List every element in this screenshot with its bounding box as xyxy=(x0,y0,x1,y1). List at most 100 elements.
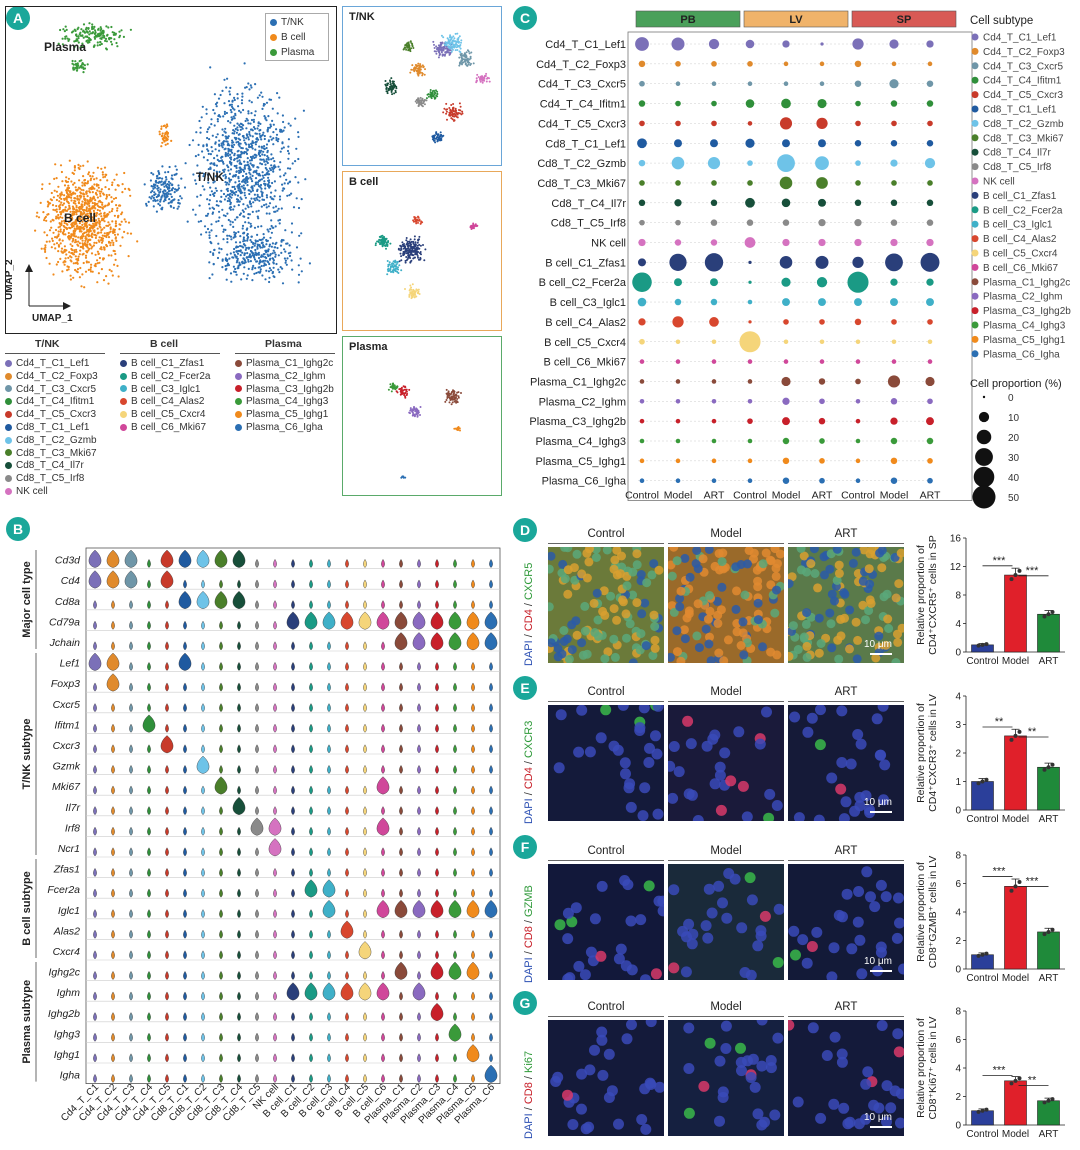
umap-axis-y: UMAP_2 xyxy=(4,259,15,300)
violin-shape xyxy=(453,929,457,939)
cell-nucleus xyxy=(753,598,763,608)
dot xyxy=(890,417,898,425)
violin-shape xyxy=(399,806,403,816)
main-legend-item: B cell xyxy=(270,32,305,43)
violin-shape xyxy=(430,1003,444,1022)
micrograph-art: 10 μm xyxy=(788,547,904,663)
cell-nucleus xyxy=(771,571,781,581)
cell-nucleus xyxy=(622,581,632,591)
micro-header: Control xyxy=(587,1001,625,1013)
bar-y-tick-label: 4 xyxy=(955,908,961,919)
violin-shape xyxy=(309,723,313,733)
violin-shape xyxy=(453,744,457,754)
legend-label: B cell_C1_Zfas1 xyxy=(983,191,1057,202)
legend-label: Cd8_T_C4_Il7r xyxy=(983,148,1051,159)
violin-shape xyxy=(453,600,457,610)
violin-shape xyxy=(255,703,259,713)
violin-shape xyxy=(219,723,223,733)
violin-shape xyxy=(255,1073,259,1083)
bar-point xyxy=(1017,729,1022,734)
cell-nucleus xyxy=(637,810,649,821)
violin-shape xyxy=(201,579,205,589)
cell-nucleus xyxy=(877,547,887,555)
dot xyxy=(885,253,903,272)
dot xyxy=(818,417,826,425)
cell-nucleus xyxy=(681,931,692,943)
violin-shape xyxy=(489,579,493,589)
violin-shape xyxy=(147,785,151,795)
cell-nucleus xyxy=(871,713,883,725)
stain-label-part: CD8 xyxy=(523,926,535,949)
violin-shape xyxy=(237,785,241,795)
violin-shape xyxy=(327,600,331,610)
cell-nucleus xyxy=(802,726,814,738)
violin-shape xyxy=(309,826,313,836)
micrograph-model xyxy=(668,547,784,663)
violin-shape xyxy=(489,950,493,960)
legend-label: Plasma_C3_Ighg2b xyxy=(246,383,334,395)
legend-swatch xyxy=(971,134,979,142)
sub-umap-cluster-8 xyxy=(384,77,398,96)
micro-header-rule xyxy=(668,860,784,861)
dot xyxy=(675,418,681,424)
violin-shape xyxy=(327,764,331,774)
violin-shape xyxy=(129,682,133,692)
legend-swatch xyxy=(971,335,979,343)
violin-shape xyxy=(93,970,97,980)
violin-shape xyxy=(255,620,259,630)
cell-nucleus xyxy=(600,705,612,716)
violin-shape xyxy=(147,641,151,651)
bar-y-label: Relative proportion of xyxy=(915,545,927,645)
legend-label: B cell_C1_Zfas1 xyxy=(131,358,205,369)
violin-shape xyxy=(147,991,151,1001)
cell-nucleus xyxy=(683,1063,695,1074)
cell-nucleus xyxy=(584,1064,596,1076)
micrograph-cells xyxy=(553,705,664,821)
sub-umap-cluster-6 xyxy=(440,32,463,54)
micrograph-cells xyxy=(554,875,664,980)
sig-label: *** xyxy=(993,1065,1007,1077)
violin-shape xyxy=(471,1032,475,1042)
cell-nucleus xyxy=(603,1092,615,1103)
umap-cluster-4 xyxy=(175,62,307,263)
dot xyxy=(777,154,795,173)
violin-gene-label: Igha xyxy=(60,1070,81,1082)
dot xyxy=(675,61,681,67)
violin-shape xyxy=(345,847,349,857)
violin-shape xyxy=(435,847,439,857)
cell-nucleus xyxy=(836,757,848,768)
violin-shape xyxy=(129,1012,133,1022)
cell-nucleus xyxy=(602,547,612,555)
violin-shape xyxy=(471,785,475,795)
violin-shape xyxy=(291,579,295,589)
stain-label-part: DAPI xyxy=(523,798,535,824)
cell-nucleus xyxy=(834,568,844,578)
violin-shape xyxy=(165,620,169,630)
violin-shape xyxy=(93,703,97,713)
cell-nucleus xyxy=(635,914,647,926)
micrograph-cells xyxy=(548,547,664,663)
sub-umap-cluster-1 xyxy=(374,234,392,250)
violin-shape xyxy=(322,879,336,898)
cell-nucleus xyxy=(703,614,713,624)
legend-swatch xyxy=(971,191,979,199)
dotplot-condition-label: Model xyxy=(664,490,693,502)
violin-shape xyxy=(129,867,133,877)
cell-nucleus xyxy=(772,1032,784,1044)
cell-nucleus xyxy=(838,813,850,821)
cell-nucleus xyxy=(814,739,826,751)
cell-nucleus xyxy=(836,705,848,717)
dot xyxy=(637,138,647,149)
dot xyxy=(891,339,897,345)
cell-nucleus xyxy=(896,548,904,558)
dot xyxy=(674,199,682,207)
bar-category-label: ART xyxy=(1039,656,1059,667)
bar-point xyxy=(976,643,981,648)
dotplot-row-label: Plasma_C4_Ighg3 xyxy=(535,436,626,448)
cell-nucleus xyxy=(860,790,872,802)
violin-shape xyxy=(453,826,457,836)
cell-nucleus xyxy=(717,897,728,909)
micro-header-rule xyxy=(668,701,784,702)
dotplot-row-label: Cd4_T_C3_Cxcr5 xyxy=(538,79,626,91)
cell-nucleus xyxy=(844,1116,856,1128)
